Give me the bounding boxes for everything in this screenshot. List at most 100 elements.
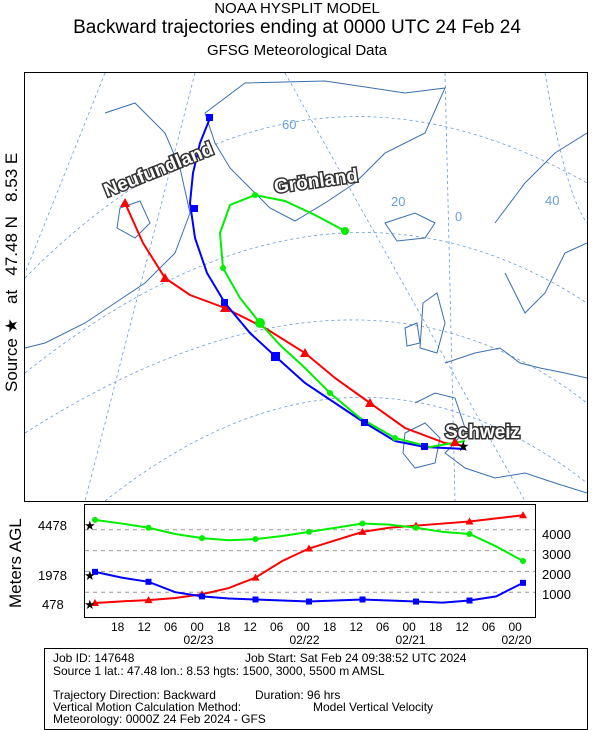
x-tick-label: 18 [429,620,443,634]
altitude-point-2-0 [92,516,98,523]
page-title: Backward trajectories ending at 0000 UTC… [73,17,521,38]
trajectory-map: 60 20 0 40 [24,72,588,502]
grid-label-0: 0 [455,209,462,224]
x-tick-label: 12 [137,620,151,634]
altitude-point-0-0 [91,599,99,607]
newfoundland-coast [116,200,151,239]
altitude-point-2-14 [466,530,473,537]
altitude-point-0-8 [305,544,313,552]
scandinavia-coast [494,132,587,314]
grid-labels: 60 20 0 40 [282,117,559,224]
left-tick-478: 478 [42,597,64,612]
left-tick-4478: 4478 [38,518,67,533]
blue-markers [191,114,428,450]
vertical-motion-label: Vertical Motion Calculation Method: [53,700,242,714]
altitude-point-1-6 [252,596,259,603]
x-tick-label: 06 [270,620,284,634]
x-tick-label: 18 [217,620,231,634]
job-id: Job ID: 147648 [53,651,135,665]
x-date-label: 02/23 [183,633,214,647]
grid-label-60: 60 [282,117,296,132]
altitude-point-1-16 [520,579,526,586]
altitude-line-1 [94,570,524,604]
source-word: Source [2,338,21,392]
trajectory-direction: Trajectory Direction: Backward [53,688,216,702]
place-label-groenland: Grönland [273,165,360,198]
source-lat: 47.48 N [2,216,21,276]
source-star-icon: ★ [2,318,21,334]
altitude-line-0 [94,514,524,605]
altitude-point-0-16 [519,511,527,519]
x-tick-label: 00 [508,620,522,634]
trajectory-markers: ★ [120,114,470,454]
altitude-canvas [85,511,535,607]
vertical-motion-value: Model Vertical Velocity [313,700,434,714]
uk-coast [419,292,446,354]
source-lon: 8.53 E [2,152,21,202]
altitude-point-2-4 [199,535,205,542]
blue-trajectory [188,117,466,450]
job-info-box: Job ID: 147648 Job Start: Sat Feb 24 09:… [44,648,588,730]
star-4478-icon: ★ [84,518,96,533]
x-date-label: 02/21 [395,633,426,647]
right-tick-1000: 1000 [542,587,571,602]
altitude-point-1-10 [359,596,366,603]
altitude-point-2-8 [306,528,312,535]
altitude-point-2-10 [359,520,366,527]
place-label-neufundland: Neufundland [101,139,217,202]
job-start: Job Start: Sat Feb 24 09:38:52 UTC 2024 [245,651,467,665]
canada-coast [25,102,191,349]
grid-label-20w: 20 [391,194,405,209]
iceland-coast [384,212,436,242]
right-tick-3000: 3000 [542,547,571,562]
data-source-subtitle: GFSG Meteorological Data [206,42,388,59]
map-grid [25,73,587,501]
star-1978-icon: ★ [84,568,96,583]
source-star-marker-icon: ★ [457,438,470,454]
x-tick-label: 00 [296,620,310,634]
grid-label-40: 40 [545,193,559,208]
altitude-point-1-14 [466,597,473,604]
x-tick-label: 18 [323,620,337,634]
source1-info: Source 1 lat.: 47.48 lon.: 8.53 hgts: 15… [53,664,385,678]
x-tick-label: 06 [376,620,390,634]
red-trajectory [124,202,466,447]
altitude-point-2-12 [413,524,419,531]
altitude-point-2-6 [252,536,259,543]
greenland-coast [204,80,446,222]
place-label-schweiz: Schweiz [445,422,520,443]
altitude-point-0-10 [358,527,367,535]
red-markers [120,198,460,446]
x-tick-label: 12 [455,620,469,634]
x-date-label: 02/20 [501,633,532,647]
altitude-ylabel: Meters AGL [6,518,25,608]
altitude-point-1-8 [306,598,312,605]
altitude-point-0-2 [144,596,153,604]
meteorology: Meteorology: 0000Z 24 Feb 2024 - GFS [53,712,266,726]
altitude-plot [84,504,536,618]
x-tick-label: 06 [164,620,178,634]
ireland-coast [404,322,421,347]
europe-coast [414,347,587,494]
right-tick-2000: 2000 [542,567,571,582]
altitude-series [91,511,527,607]
green-markers [220,192,398,441]
altitude-point-1-0 [92,568,98,575]
x-tick-label: 00 [190,620,204,634]
model-title: NOAA HYSPLIT MODEL [214,0,380,17]
map-canvas: 60 20 0 40 [25,73,587,501]
x-date-label: 02/22 [289,633,320,647]
altitude-line-2 [94,518,524,562]
altitude-point-2-2 [145,524,152,531]
duration: Duration: 96 hrs [255,688,341,702]
x-tick-label: 00 [402,620,416,634]
coastlines [25,80,587,494]
x-tick-label: 12 [349,620,363,634]
trajectories [124,117,466,450]
x-tick-label: 12 [243,620,257,634]
altitude-point-0-14 [465,517,474,525]
source-vertical-label: Source ★ at 47.48 N 8.53 E [2,153,22,392]
green-trajectory [218,193,466,449]
left-tick-1978: 1978 [38,568,67,583]
x-tick-label: 06 [482,620,496,634]
